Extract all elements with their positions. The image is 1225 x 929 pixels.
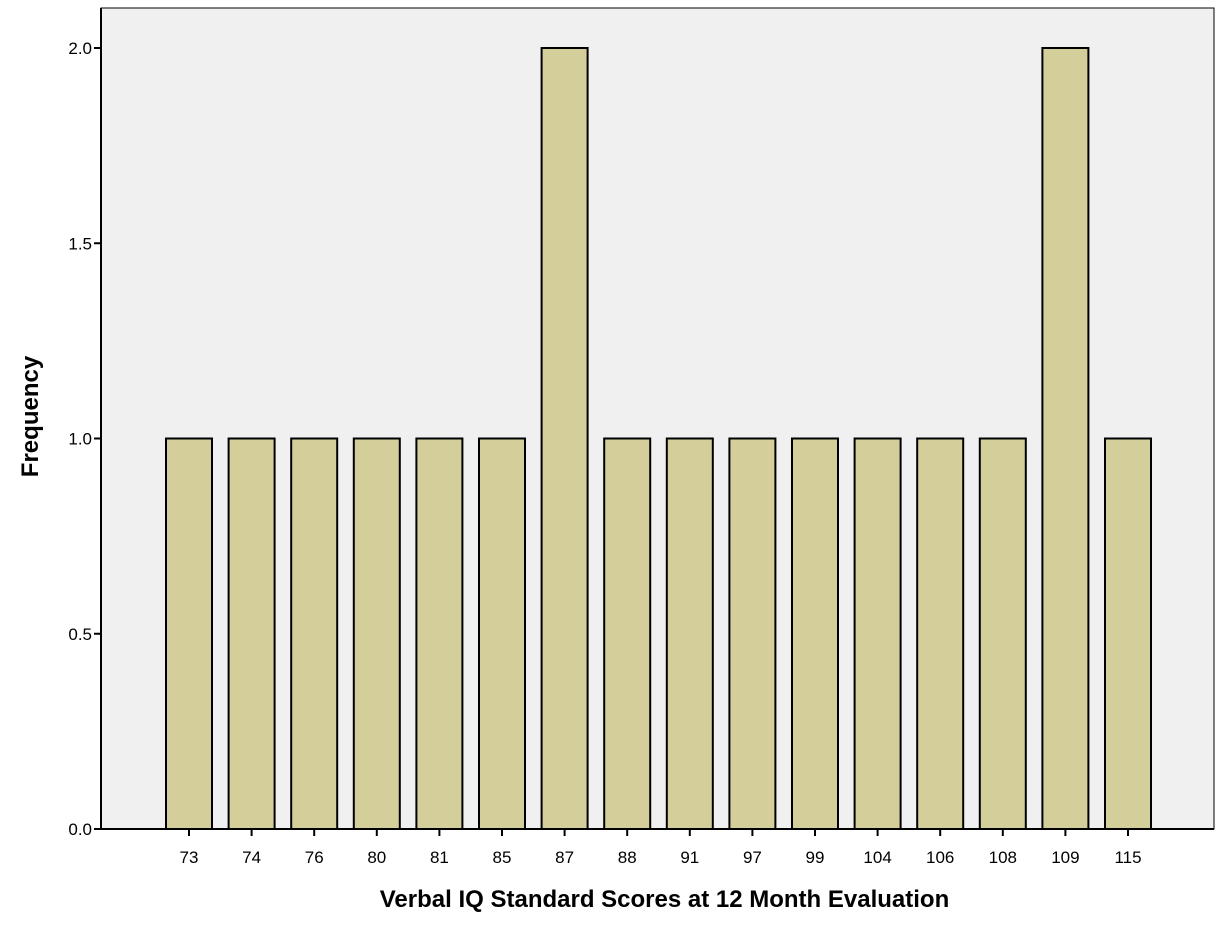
y-tick-label: 0.5 bbox=[68, 625, 92, 644]
x-tick-label: 91 bbox=[680, 848, 699, 867]
bar-88 bbox=[603, 437, 652, 830]
bar-109 bbox=[1041, 47, 1090, 830]
bar-99 bbox=[791, 437, 839, 830]
x-tick-label: 99 bbox=[806, 848, 825, 867]
x-tick-label: 109 bbox=[1051, 848, 1079, 867]
bar-81 bbox=[415, 437, 464, 830]
x-tick-label: 106 bbox=[926, 848, 954, 867]
bar-76 bbox=[290, 437, 339, 830]
x-tick-label: 108 bbox=[989, 848, 1017, 867]
bar-73 bbox=[165, 437, 213, 830]
bar-115 bbox=[1104, 437, 1152, 830]
x-tick-label: 115 bbox=[1114, 848, 1141, 867]
x-ticks-group: 73 74 76 80 81 85 87 88 91 97 99 104 106 108 109 115 bbox=[180, 829, 1142, 867]
x-tick-label: 85 bbox=[493, 848, 512, 867]
y-tick-label: 1.5 bbox=[68, 234, 92, 253]
x-tick-label: 81 bbox=[430, 848, 449, 867]
bar-74 bbox=[227, 437, 276, 830]
x-tick-label: 80 bbox=[367, 848, 386, 867]
bars-group bbox=[165, 47, 1152, 830]
x-tick-label: 73 bbox=[180, 848, 199, 867]
bar-85 bbox=[478, 437, 526, 830]
bar-108 bbox=[978, 437, 1027, 830]
y-axis-title: Frequency bbox=[17, 355, 44, 477]
axes-group bbox=[100, 8, 1214, 830]
bar-91 bbox=[665, 437, 714, 830]
x-tick-label: 74 bbox=[242, 848, 261, 867]
x-tick-label: 76 bbox=[305, 848, 324, 867]
bar-97 bbox=[728, 437, 777, 830]
plot-area bbox=[100, 7, 1215, 830]
x-tick-label: 88 bbox=[618, 848, 637, 867]
x-tick-label: 97 bbox=[743, 848, 762, 867]
bar-80 bbox=[352, 437, 401, 830]
y-tick-label: 0.0 bbox=[68, 820, 92, 839]
y-ticks-group: 0.0 0.5 1.0 1.5 2.0 bbox=[68, 39, 101, 839]
bar-104 bbox=[853, 437, 902, 830]
x-axis-title: Verbal IQ Standard Scores at 12 Month Ev… bbox=[380, 886, 949, 913]
bar-87 bbox=[540, 47, 589, 830]
y-tick-label: 2.0 bbox=[68, 39, 92, 58]
x-tick-label: 87 bbox=[555, 848, 574, 867]
x-tick-label: 104 bbox=[863, 848, 891, 867]
y-tick-label: 1.0 bbox=[68, 430, 92, 449]
bar-106 bbox=[916, 437, 965, 830]
